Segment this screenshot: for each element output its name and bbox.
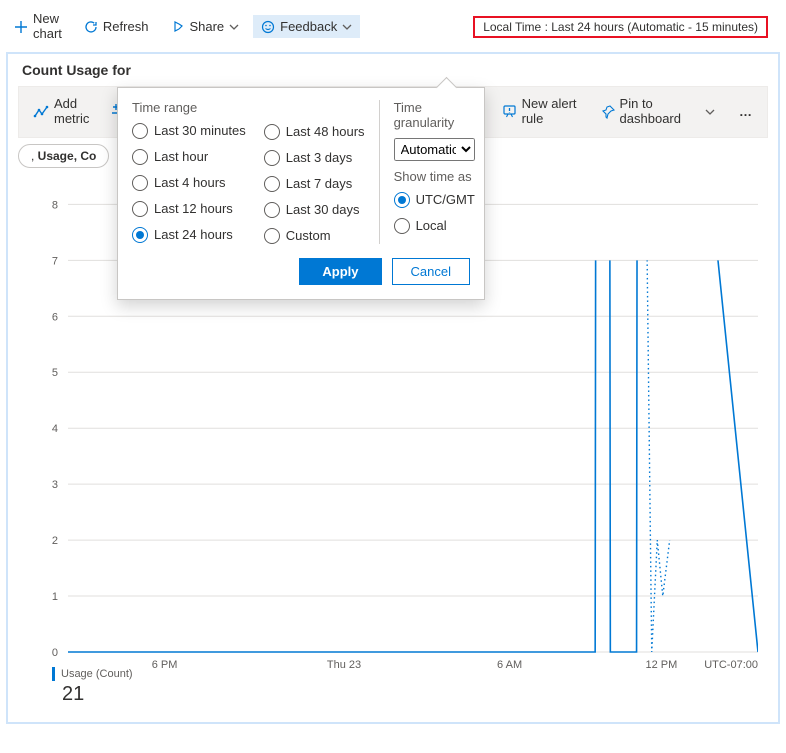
time-range-popover: Time range Last 30 minutesLast hourLast … xyxy=(117,87,485,300)
svg-text:8: 8 xyxy=(52,199,58,211)
add-metric-button[interactable]: Addmetric xyxy=(23,89,99,135)
apply-button[interactable]: Apply xyxy=(299,258,381,285)
add-metric-label: Addmetric xyxy=(54,97,89,127)
new-chart-label: Newchart xyxy=(33,12,62,42)
time-range-option[interactable]: Last 30 minutes xyxy=(132,123,246,139)
pin-icon xyxy=(601,105,615,119)
time-range-option[interactable]: Last 4 hours xyxy=(132,175,246,191)
svg-text:7: 7 xyxy=(52,255,58,267)
plus-icon xyxy=(14,20,28,34)
svg-text:Thu 23: Thu 23 xyxy=(327,659,361,671)
cancel-button[interactable]: Cancel xyxy=(392,258,470,285)
legend-swatch xyxy=(52,667,55,681)
legend-value: 21 xyxy=(62,683,133,706)
share-button[interactable]: Share xyxy=(162,15,247,38)
more-menu-button[interactable]: … xyxy=(729,96,763,127)
show-time-options: UTC/GMT Local xyxy=(394,192,475,234)
new-alert-rule-button[interactable]: New alertrule xyxy=(492,89,587,135)
granularity-title: Time granularity xyxy=(394,100,475,130)
time-range-option[interactable]: UTC/GMT xyxy=(394,192,475,208)
svg-text:12 PM: 12 PM xyxy=(646,659,678,671)
smiley-icon xyxy=(261,20,275,34)
chevron-down-icon xyxy=(229,22,239,32)
legend-label: Usage (Count) xyxy=(61,668,133,680)
share-label: Share xyxy=(189,19,224,34)
svg-text:0: 0 xyxy=(52,647,58,659)
alert-icon xyxy=(502,104,517,119)
time-range-pill[interactable]: Local Time : Last 24 hours (Automatic - … xyxy=(473,16,768,38)
svg-text:4: 4 xyxy=(52,423,58,435)
new-alert-rule-label: New alertrule xyxy=(522,97,577,127)
time-range-col1: Last 30 minutes Last hour Last 4 hours Last… xyxy=(132,123,246,243)
pin-label: Pin todashboard xyxy=(620,97,681,127)
card-title: Count Usage for xyxy=(18,54,768,82)
svg-text:UTC-07:00: UTC-07:00 xyxy=(704,659,758,671)
metrics-card: Count Usage for Addmetric New alertrule … xyxy=(6,52,780,724)
metric-icon xyxy=(33,104,49,120)
feedback-label: Feedback xyxy=(280,19,337,34)
time-range-option[interactable]: Last 24 hours xyxy=(132,227,246,243)
svg-text:6 AM: 6 AM xyxy=(497,659,522,671)
svg-text:2: 2 xyxy=(52,535,58,547)
chevron-down-icon xyxy=(342,22,352,32)
pin-to-dashboard-button[interactable]: Pin todashboard xyxy=(591,89,691,135)
svg-text:1: 1 xyxy=(52,591,58,603)
time-range-option[interactable]: Last 3 days xyxy=(264,150,365,166)
metric-toolbar: Addmetric New alertrule Pin todashboard … xyxy=(18,86,768,138)
svg-text:5: 5 xyxy=(52,367,58,379)
time-range-option[interactable]: Last 7 days xyxy=(264,176,365,192)
time-range-option[interactable]: Last hour xyxy=(132,149,246,165)
svg-text:6 PM: 6 PM xyxy=(152,659,178,671)
time-range-option[interactable]: Last 30 days xyxy=(264,202,365,218)
more-chevron-button[interactable] xyxy=(695,99,725,125)
legend: Usage (Count) 21 xyxy=(52,667,133,706)
time-range-title: Time range xyxy=(132,100,246,115)
refresh-button[interactable]: Refresh xyxy=(76,15,157,38)
show-time-title: Show time as xyxy=(394,169,475,184)
top-toolbar: Newchart Refresh Share Feedback Local Ti… xyxy=(6,6,780,52)
new-chart-button[interactable]: Newchart xyxy=(6,8,70,46)
time-range-col2: Last 48 hours Last 3 days Last 7 days Last … xyxy=(264,124,365,244)
time-range-option[interactable]: Custom xyxy=(264,228,365,244)
svg-text:3: 3 xyxy=(52,479,58,491)
share-icon xyxy=(170,20,184,34)
refresh-label: Refresh xyxy=(103,19,149,34)
time-range-option[interactable]: Last 48 hours xyxy=(264,124,365,140)
feedback-button[interactable]: Feedback xyxy=(253,15,360,38)
time-range-option[interactable]: Local xyxy=(394,218,475,234)
refresh-icon xyxy=(84,20,98,34)
granularity-select[interactable]: Automatic xyxy=(394,138,475,161)
svg-text:6: 6 xyxy=(52,311,58,323)
metric-chip[interactable]: , Usage, Co xyxy=(18,144,109,168)
time-range-option[interactable]: Last 12 hours xyxy=(132,201,246,217)
